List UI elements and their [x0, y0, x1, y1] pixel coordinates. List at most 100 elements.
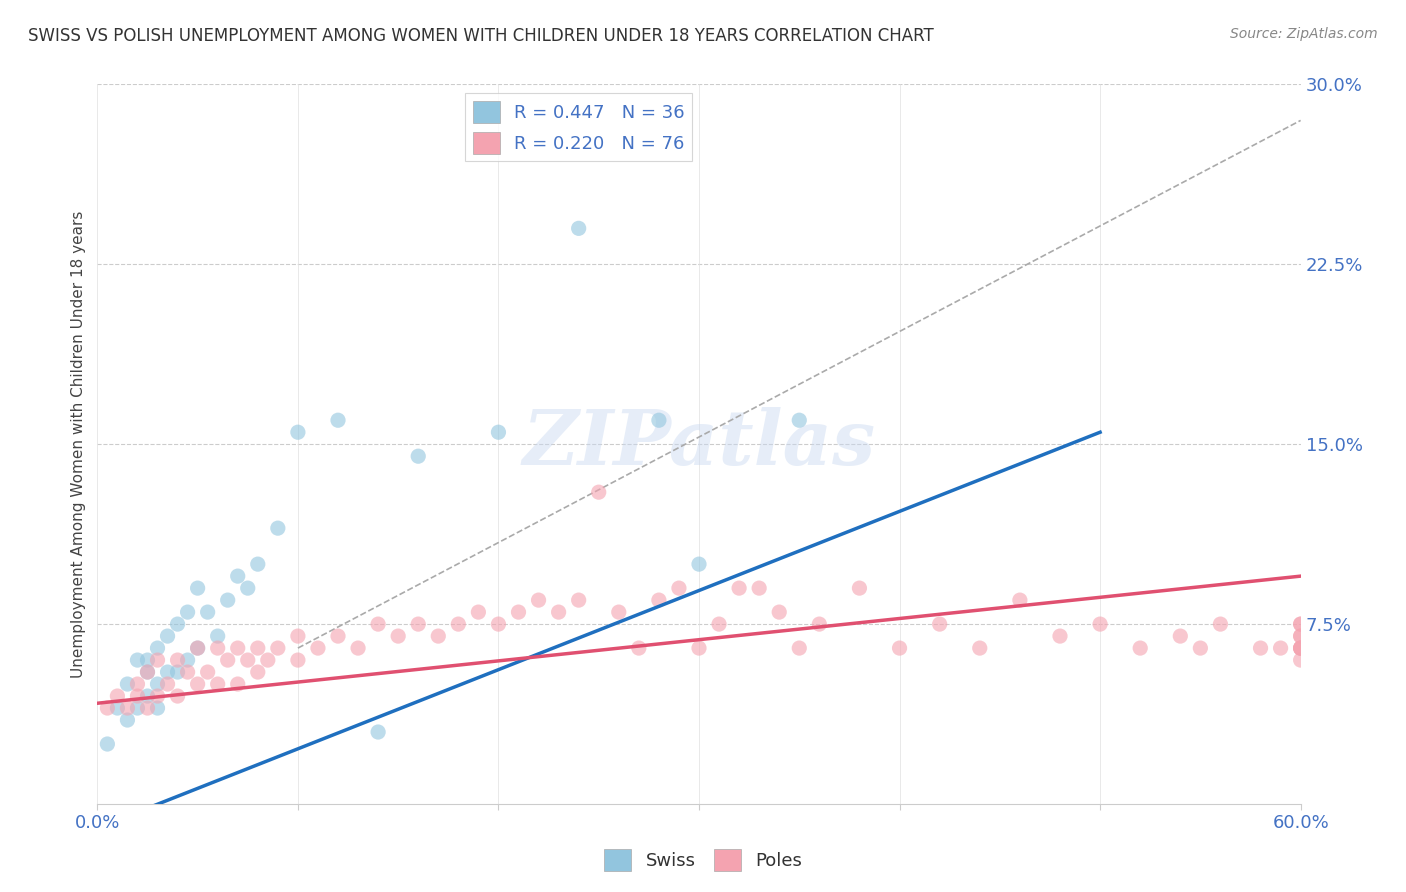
- Point: [226, 641, 249, 656]
- Point: [107, 689, 129, 703]
- Point: [217, 593, 239, 607]
- Point: [488, 617, 510, 632]
- Text: ZIPatlas: ZIPatlas: [523, 408, 876, 481]
- Point: [156, 677, 179, 691]
- Point: [648, 413, 671, 427]
- Point: [136, 665, 159, 679]
- Point: [207, 629, 229, 643]
- Point: [488, 425, 510, 440]
- Point: [246, 641, 269, 656]
- Point: [136, 665, 159, 679]
- Y-axis label: Unemployment Among Women with Children Under 18 years: Unemployment Among Women with Children U…: [72, 211, 86, 678]
- Point: [166, 617, 188, 632]
- Point: [648, 593, 671, 607]
- Point: [1129, 641, 1152, 656]
- Point: [787, 413, 810, 427]
- Point: [688, 641, 710, 656]
- Point: [1049, 629, 1071, 643]
- Point: [1289, 641, 1312, 656]
- Point: [197, 605, 219, 619]
- Point: [246, 665, 269, 679]
- Point: [607, 605, 630, 619]
- Point: [187, 677, 209, 691]
- Point: [406, 617, 429, 632]
- Point: [117, 701, 139, 715]
- Point: [1289, 629, 1312, 643]
- Point: [748, 581, 770, 595]
- Point: [176, 605, 198, 619]
- Point: [848, 581, 870, 595]
- Point: [307, 641, 329, 656]
- Point: [568, 221, 591, 235]
- Point: [146, 653, 169, 667]
- Point: [146, 701, 169, 715]
- Point: [928, 617, 950, 632]
- Point: [136, 701, 159, 715]
- Point: [1289, 641, 1312, 656]
- Point: [267, 521, 290, 535]
- Point: [1168, 629, 1191, 643]
- Point: [1289, 617, 1312, 632]
- Point: [1250, 641, 1272, 656]
- Point: [226, 677, 249, 691]
- Point: [1088, 617, 1111, 632]
- Point: [406, 449, 429, 463]
- Point: [166, 689, 188, 703]
- Point: [427, 629, 450, 643]
- Point: [96, 737, 118, 751]
- Point: [508, 605, 530, 619]
- Point: [728, 581, 751, 595]
- Point: [166, 665, 188, 679]
- Legend: Swiss, Poles: Swiss, Poles: [596, 842, 810, 879]
- Point: [246, 557, 269, 571]
- Point: [107, 701, 129, 715]
- Legend: R = 0.447   N = 36, R = 0.220   N = 76: R = 0.447 N = 36, R = 0.220 N = 76: [465, 94, 692, 161]
- Point: [787, 641, 810, 656]
- Point: [236, 581, 259, 595]
- Point: [146, 689, 169, 703]
- Point: [707, 617, 730, 632]
- Point: [387, 629, 409, 643]
- Point: [1289, 641, 1312, 656]
- Point: [1289, 641, 1312, 656]
- Point: [197, 665, 219, 679]
- Point: [287, 653, 309, 667]
- Point: [627, 641, 650, 656]
- Point: [326, 629, 349, 643]
- Point: [187, 641, 209, 656]
- Point: [176, 665, 198, 679]
- Point: [146, 677, 169, 691]
- Point: [127, 653, 149, 667]
- Point: [226, 569, 249, 583]
- Point: [156, 665, 179, 679]
- Point: [136, 689, 159, 703]
- Point: [367, 617, 389, 632]
- Point: [187, 641, 209, 656]
- Point: [547, 605, 569, 619]
- Point: [96, 701, 118, 715]
- Point: [136, 653, 159, 667]
- Point: [1289, 653, 1312, 667]
- Point: [117, 713, 139, 727]
- Point: [217, 653, 239, 667]
- Point: [808, 617, 831, 632]
- Point: [527, 593, 550, 607]
- Point: [768, 605, 790, 619]
- Point: [1289, 617, 1312, 632]
- Point: [256, 653, 278, 667]
- Point: [467, 605, 489, 619]
- Point: [367, 725, 389, 739]
- Point: [176, 653, 198, 667]
- Point: [267, 641, 290, 656]
- Point: [1008, 593, 1031, 607]
- Point: [588, 485, 610, 500]
- Point: [187, 581, 209, 595]
- Point: [166, 653, 188, 667]
- Point: [127, 701, 149, 715]
- Point: [889, 641, 911, 656]
- Point: [127, 677, 149, 691]
- Point: [207, 677, 229, 691]
- Text: SWISS VS POLISH UNEMPLOYMENT AMONG WOMEN WITH CHILDREN UNDER 18 YEARS CORRELATIO: SWISS VS POLISH UNEMPLOYMENT AMONG WOMEN…: [28, 27, 934, 45]
- Point: [688, 557, 710, 571]
- Point: [146, 641, 169, 656]
